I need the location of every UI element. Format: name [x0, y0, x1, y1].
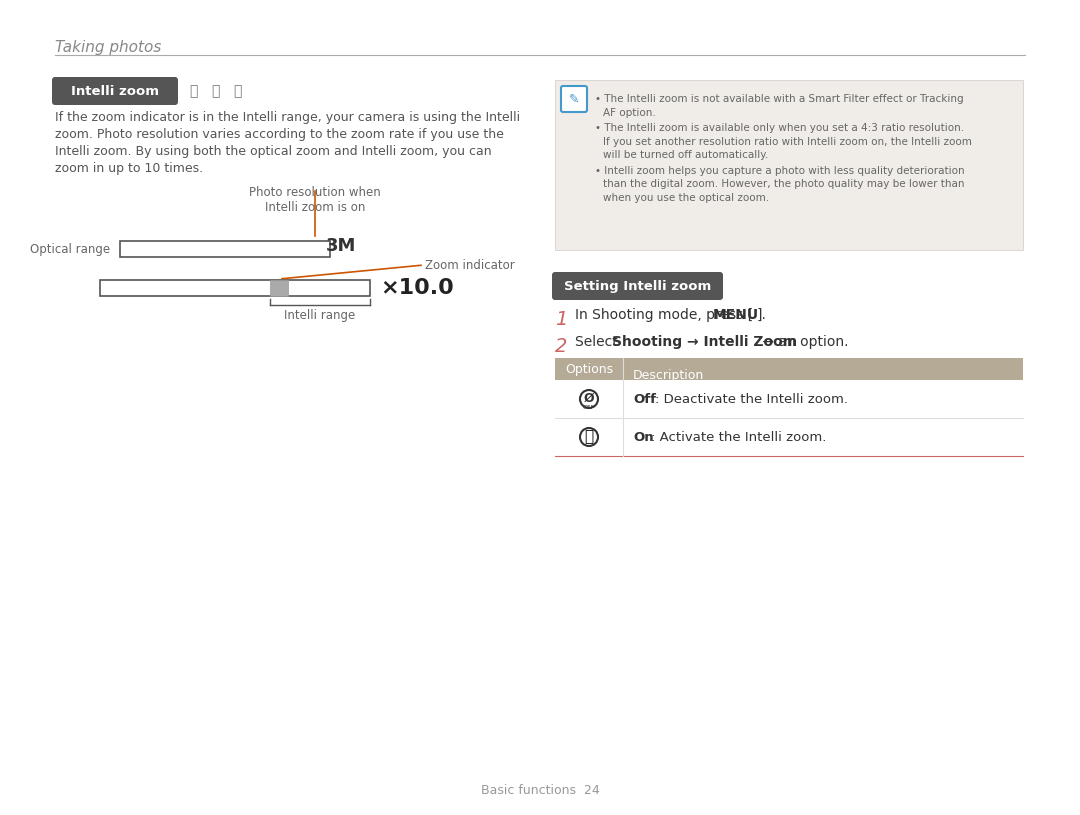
Text: 🔍: 🔍	[584, 430, 594, 444]
Text: → an option.: → an option.	[758, 335, 849, 349]
Text: Intelli zoom: Intelli zoom	[71, 85, 159, 98]
Text: AF option.: AF option.	[603, 108, 656, 117]
Text: : Deactivate the Intelli zoom.: : Deactivate the Intelli zoom.	[654, 393, 848, 406]
FancyBboxPatch shape	[561, 86, 588, 112]
Text: 📷: 📷	[189, 84, 198, 98]
Text: ×10.0: ×10.0	[380, 278, 454, 298]
Text: • The Intelli zoom is not available with a Smart Filter effect or Tracking: • The Intelli zoom is not available with…	[595, 94, 963, 104]
Text: Options: Options	[565, 363, 613, 376]
Text: than the digital zoom. However, the photo quality may be lower than: than the digital zoom. However, the phot…	[603, 179, 964, 189]
Text: ✎: ✎	[569, 92, 579, 105]
Text: : Activate the Intelli zoom.: : Activate the Intelli zoom.	[651, 430, 826, 443]
Text: • The Intelli zoom is available only when you set a 4:3 ratio resolution.: • The Intelli zoom is available only whe…	[595, 123, 964, 133]
Text: OFF: OFF	[583, 404, 595, 409]
Text: ].: ].	[757, 308, 767, 322]
Text: when you use the optical zoom.: when you use the optical zoom.	[603, 192, 769, 202]
Text: zoom. Photo resolution varies according to the zoom rate if you use the: zoom. Photo resolution varies according …	[55, 128, 504, 141]
Text: If you set another resolution ratio with Intelli zoom on, the Intelli zoom: If you set another resolution ratio with…	[603, 136, 972, 147]
FancyBboxPatch shape	[555, 80, 1023, 250]
Text: Shooting → Intelli Zoom: Shooting → Intelli Zoom	[612, 335, 797, 349]
Bar	[270, 280, 288, 296]
Text: Intelli range: Intelli range	[284, 309, 355, 322]
Bar	[555, 358, 1023, 380]
Text: Ø: Ø	[583, 391, 594, 404]
Text: 🎬: 🎬	[233, 84, 241, 98]
Text: Optical range: Optical range	[30, 243, 110, 255]
Bar	[100, 280, 370, 296]
FancyBboxPatch shape	[52, 77, 178, 105]
Text: If the zoom indicator is in the Intelli range, your camera is using the Intelli: If the zoom indicator is in the Intelli …	[55, 111, 521, 124]
Text: zoom in up to 10 times.: zoom in up to 10 times.	[55, 162, 203, 175]
Text: 2: 2	[555, 337, 567, 356]
Text: In Shooting mode, press [: In Shooting mode, press [	[575, 308, 753, 322]
Text: MENU: MENU	[713, 308, 759, 322]
Text: Basic functions  24: Basic functions 24	[481, 784, 599, 797]
Text: On: On	[633, 430, 653, 443]
Text: Select: Select	[575, 335, 622, 349]
FancyBboxPatch shape	[552, 272, 723, 300]
Text: 1: 1	[555, 310, 567, 329]
Text: Description: Description	[633, 369, 704, 382]
Bar	[120, 241, 330, 257]
Text: Zoom indicator: Zoom indicator	[426, 258, 515, 271]
Text: will be turned off automatically.: will be turned off automatically.	[603, 150, 768, 160]
Text: • Intelli zoom helps you capture a photo with less quality deterioration: • Intelli zoom helps you capture a photo…	[595, 165, 964, 175]
Text: 3M: 3M	[326, 237, 356, 255]
Text: Setting Intelli zoom: Setting Intelli zoom	[564, 280, 711, 293]
Text: Photo resolution when
Intelli zoom is on: Photo resolution when Intelli zoom is on	[249, 186, 381, 214]
Text: Taking photos: Taking photos	[55, 40, 161, 55]
Text: 📷: 📷	[211, 84, 219, 98]
Text: Off: Off	[633, 393, 656, 406]
Text: Intelli zoom. By using both the optical zoom and Intelli zoom, you can: Intelli zoom. By using both the optical …	[55, 145, 491, 158]
